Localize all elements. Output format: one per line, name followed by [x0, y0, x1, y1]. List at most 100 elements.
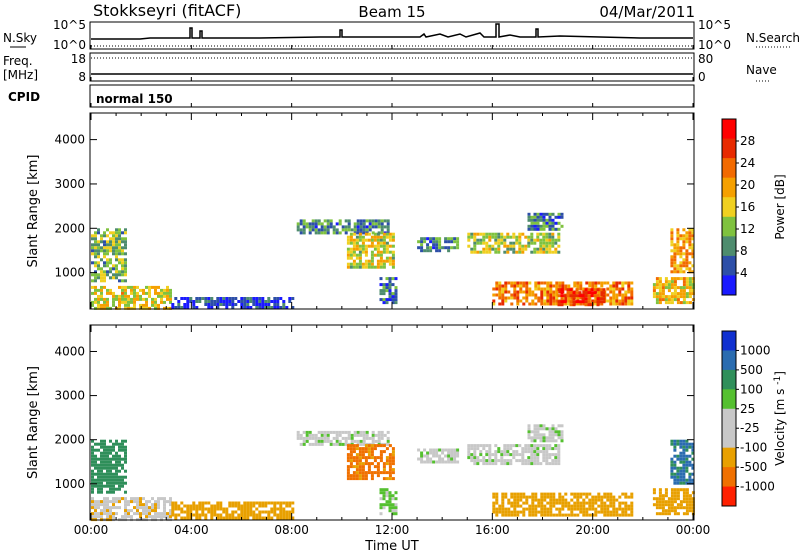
velocity-cell — [302, 442, 306, 446]
velocity-cell — [542, 436, 546, 440]
velocity-data-region — [346, 444, 395, 481]
velocity-cell — [564, 498, 568, 502]
power-cell — [388, 295, 392, 299]
power-cell — [198, 297, 202, 300]
velocity-cell — [100, 472, 103, 476]
velocity-cell — [534, 513, 538, 517]
velocity-cell — [317, 430, 321, 434]
power-cell — [192, 306, 196, 309]
power-cell — [554, 247, 558, 251]
power-cell — [97, 300, 100, 304]
power-cell — [560, 215, 564, 219]
velocity-cell — [515, 459, 519, 463]
power-cell — [670, 264, 674, 268]
velocity-cell — [615, 513, 619, 517]
power-cell — [537, 296, 541, 300]
power-cell — [688, 270, 692, 274]
velocity-cell — [364, 474, 368, 478]
velocity-cell — [391, 477, 395, 481]
velocity-cell — [540, 495, 544, 499]
velocity-cell — [494, 459, 498, 463]
velocity-cell — [507, 498, 511, 502]
power-cell — [528, 293, 532, 297]
velocity-cell — [106, 490, 109, 494]
velocity-cell — [106, 463, 109, 467]
velocity-cell — [109, 475, 112, 479]
velocity-cell — [367, 465, 371, 469]
power-cell — [524, 244, 528, 248]
velocity-data-region — [417, 448, 460, 464]
power-cell — [567, 296, 571, 300]
velocity-cell — [585, 513, 589, 517]
velocity-cell — [109, 490, 112, 494]
power-cell — [516, 281, 520, 285]
velocity-cell — [691, 451, 695, 455]
power-cell — [97, 261, 100, 265]
velocity-cell — [630, 510, 634, 514]
velocity-cell — [531, 495, 535, 499]
power-cell — [497, 241, 501, 245]
power-cell — [627, 290, 631, 294]
velocity-cell — [585, 495, 589, 499]
velocity-cell — [358, 453, 362, 457]
power-cell — [503, 241, 507, 245]
velocity-cell — [267, 513, 271, 517]
power-cell — [112, 252, 115, 256]
velocity-cell — [533, 427, 537, 431]
power-cell — [621, 287, 625, 291]
velocity-cell — [519, 510, 523, 514]
velocity-cell — [145, 515, 148, 519]
power-cell — [498, 281, 502, 285]
velocity-cell — [510, 492, 514, 496]
power-cell — [569, 303, 573, 307]
power-cell — [186, 297, 190, 300]
velocity-cell — [506, 450, 510, 454]
velocity-cell — [346, 465, 350, 469]
power-cell — [588, 281, 592, 285]
velocity-cell — [426, 454, 430, 458]
power-cell — [207, 297, 211, 300]
power-cell — [664, 301, 668, 305]
power-cell — [368, 228, 372, 232]
power-cell — [361, 250, 365, 254]
velocity-cell — [299, 436, 303, 440]
power-cell — [560, 212, 564, 216]
velocity-cell — [288, 516, 292, 520]
power-cell — [450, 246, 454, 250]
velocity-cell — [492, 495, 496, 499]
velocity-cell — [630, 504, 634, 508]
velocity-cell — [685, 491, 689, 495]
velocity-cell — [667, 500, 671, 504]
power-cell — [370, 250, 374, 254]
power-cell — [624, 293, 628, 297]
power-cell — [302, 228, 306, 232]
power-cell — [522, 296, 526, 300]
power-cell — [479, 232, 483, 236]
power-cell — [501, 290, 505, 294]
velocity-cell — [391, 450, 395, 454]
power-cell — [103, 264, 106, 268]
velocity-cell — [618, 504, 622, 508]
velocity-cell — [655, 506, 659, 510]
power-cell — [385, 286, 389, 290]
velocity-cell — [627, 504, 631, 508]
velocity-cell — [658, 491, 662, 495]
power-cell — [109, 231, 112, 235]
power-cell — [103, 249, 106, 253]
velocity-cell — [533, 430, 537, 434]
velocity-cell — [109, 463, 112, 467]
power-cell — [417, 240, 421, 244]
power-cell — [533, 221, 537, 225]
velocity-cell — [534, 492, 538, 496]
velocity-cell — [100, 515, 103, 519]
power-cell — [376, 241, 380, 245]
power-cell — [121, 246, 124, 250]
velocity-cell — [374, 439, 378, 443]
power-cell — [566, 294, 570, 298]
velocity-cell — [186, 510, 190, 514]
power-cell — [501, 302, 505, 306]
velocity-cell — [527, 436, 531, 440]
velocity-cell — [546, 501, 550, 505]
power-cell — [163, 306, 166, 310]
power-cell — [516, 299, 520, 303]
